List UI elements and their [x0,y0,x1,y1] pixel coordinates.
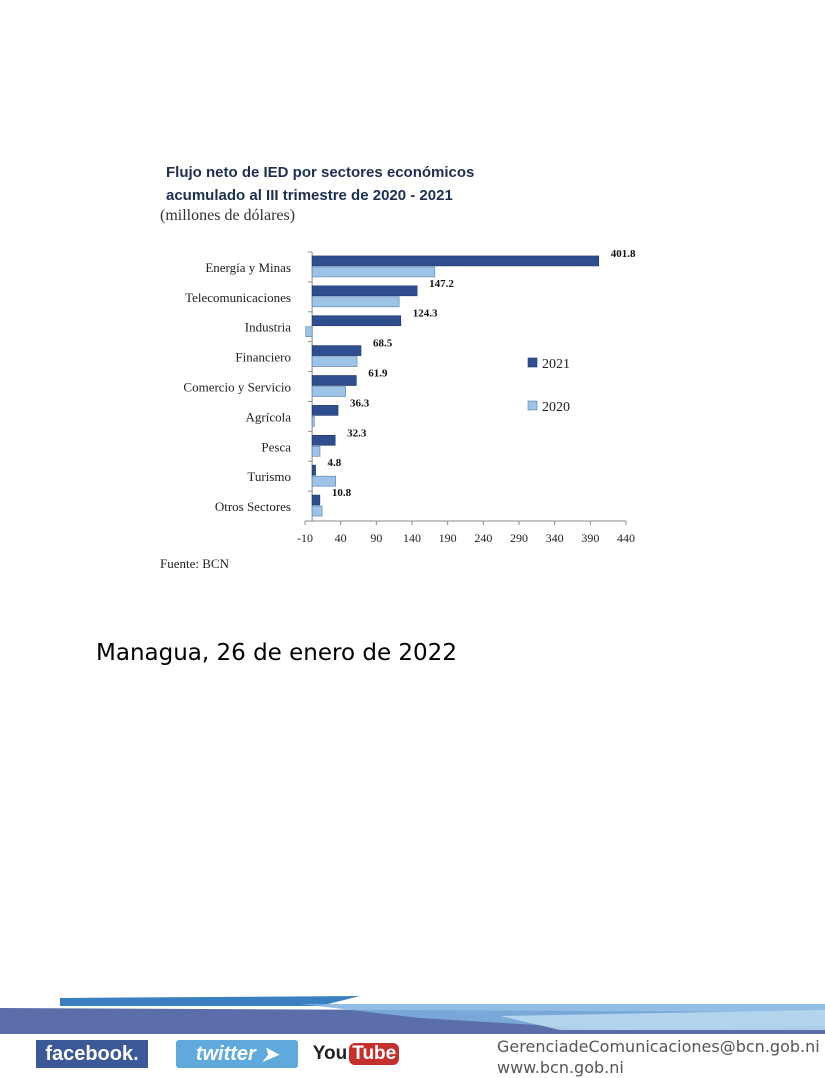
legend-swatch-2020 [527,400,538,411]
dateline: Managua, 26 de enero de 2022 [96,640,457,666]
x-tick-label: 90 [370,531,382,545]
data-label: 4.8 [328,457,342,469]
bar-2020 [311,296,400,308]
bar-chart: -10 40 90 140 190 240 290 340 390 440 Energía y Mi… [183,248,636,545]
category-label: Agrícola [246,409,292,424]
x-tick-label: 40 [335,531,347,545]
bar-2020 [311,386,346,397]
legend-swatch-2021 [527,357,538,368]
youtube-tube: Tube [349,1043,400,1065]
contact-info: GerenciadeComunicaciones@bcn.gob.ni www.… [497,1036,820,1078]
category-label: Telecomunicaciones [185,290,291,305]
category-label: Financiero [235,350,291,365]
x-tick-label: 390 [581,531,599,545]
x-tick-label: 240 [474,531,492,545]
legend-label: 2021 [542,357,570,372]
youtube-you: You [312,1043,348,1064]
data-label: 10.8 [332,487,352,499]
category-label: Pesca [261,439,291,454]
category-label: Turismo [247,469,291,484]
bar-2021 [311,494,321,506]
chart-title-line2: acumulado al III trimestre de 2020 - 202… [166,187,453,204]
data-label: 61.9 [368,368,388,380]
chart-title-line1: Flujo neto de IED por sectores económico… [166,164,475,181]
footer-banner [0,996,825,1034]
bar-2020 [305,326,313,338]
bar-2020 [311,445,321,457]
youtube-logo[interactable]: You Tube [313,1040,400,1068]
x-tick-label: 440 [617,531,635,545]
bar-2021 [311,315,402,327]
bar-2020 [311,505,323,517]
x-tick-label: 140 [403,531,421,545]
bar-2020 [311,416,315,427]
bar-2021 [311,345,362,356]
data-label: 147.2 [429,278,454,290]
bar-2020 [311,266,436,278]
data-label: 32.3 [347,427,367,439]
chart-source: Fuente: BCN [160,556,229,571]
email-link[interactable]: GerenciadeComunicaciones@bcn.gob.ni [497,1037,820,1056]
bar-2020 [311,356,358,367]
data-label: 401.8 [611,248,636,260]
bar-2021 [311,464,316,476]
data-label: 68.5 [373,338,393,350]
category-label: Energía y Minas [205,260,291,275]
category-label: Otros Sectores [215,499,291,514]
bar-2021 [311,255,600,267]
legend-label: 2020 [542,400,570,415]
data-label: 36.3 [350,397,370,409]
facebook-logo[interactable]: facebook. [36,1040,148,1068]
bar-2021 [311,434,336,446]
x-tick-label: 190 [439,531,457,545]
category-label: Industria [245,320,291,335]
data-label: 124.3 [413,308,438,320]
category-label: Comercio y Servicio [183,380,291,395]
bird-icon: ➤ [261,1043,279,1066]
facebook-label: facebook. [45,1042,139,1065]
bar-2020 [311,475,336,487]
x-tick-label: 290 [510,531,528,545]
chart-subtitle: (millones de dólares) [160,207,296,224]
x-tick-label: -10 [297,531,313,545]
bar-2021 [311,375,357,386]
twitter-label: twitter [195,1042,256,1065]
twitter-logo[interactable]: twitter ➤ [176,1040,298,1068]
bar-2021 [311,405,339,416]
x-tick-label: 340 [546,531,564,545]
bar-2021 [311,285,418,297]
